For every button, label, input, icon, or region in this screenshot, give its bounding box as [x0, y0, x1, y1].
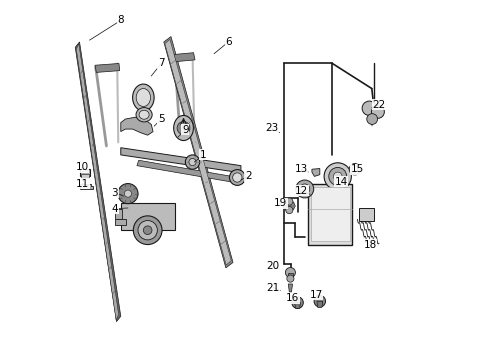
- Text: 18: 18: [363, 239, 376, 249]
- Text: 3: 3: [111, 188, 118, 198]
- Text: 7: 7: [158, 58, 164, 68]
- Circle shape: [348, 163, 360, 175]
- Circle shape: [124, 190, 131, 197]
- Circle shape: [286, 275, 293, 282]
- Polygon shape: [75, 42, 121, 321]
- Text: 4: 4: [111, 204, 118, 214]
- Text: 9: 9: [182, 125, 188, 135]
- Circle shape: [229, 170, 244, 185]
- Text: 17: 17: [309, 290, 322, 300]
- Polygon shape: [287, 273, 292, 279]
- Text: 23: 23: [264, 123, 278, 133]
- Text: 19: 19: [273, 198, 286, 208]
- Polygon shape: [115, 220, 126, 225]
- Text: 13: 13: [294, 164, 307, 174]
- Ellipse shape: [139, 110, 149, 119]
- Circle shape: [371, 105, 384, 118]
- Circle shape: [362, 101, 376, 116]
- Circle shape: [285, 198, 292, 205]
- Polygon shape: [137, 160, 242, 184]
- Polygon shape: [311, 168, 319, 176]
- Text: 6: 6: [224, 37, 231, 47]
- Text: 21: 21: [266, 283, 279, 293]
- Text: 20: 20: [266, 261, 279, 271]
- Circle shape: [285, 207, 292, 214]
- Bar: [81, 174, 88, 178]
- Polygon shape: [121, 203, 174, 230]
- Text: 2: 2: [244, 171, 251, 181]
- Polygon shape: [163, 37, 233, 268]
- Text: 16: 16: [285, 293, 299, 303]
- Circle shape: [313, 296, 325, 307]
- Polygon shape: [76, 44, 119, 320]
- Polygon shape: [310, 187, 349, 241]
- Polygon shape: [95, 63, 120, 72]
- Bar: [359, 208, 373, 221]
- Ellipse shape: [173, 116, 193, 140]
- Circle shape: [295, 180, 313, 198]
- Circle shape: [284, 201, 294, 211]
- Ellipse shape: [136, 108, 152, 122]
- Circle shape: [185, 155, 199, 169]
- Circle shape: [188, 158, 196, 166]
- Circle shape: [232, 173, 242, 182]
- Polygon shape: [164, 40, 231, 265]
- Circle shape: [177, 122, 190, 134]
- Text: 14: 14: [334, 177, 347, 187]
- Circle shape: [143, 226, 152, 234]
- Polygon shape: [316, 301, 322, 307]
- Circle shape: [291, 297, 303, 309]
- Circle shape: [133, 216, 162, 244]
- Bar: [80, 168, 90, 176]
- Polygon shape: [308, 184, 351, 244]
- Text: 12: 12: [295, 186, 308, 196]
- Text: 22: 22: [371, 100, 385, 110]
- Polygon shape: [287, 284, 292, 292]
- Text: 1: 1: [200, 150, 206, 160]
- Polygon shape: [121, 148, 241, 173]
- Polygon shape: [80, 184, 93, 189]
- Text: 8: 8: [117, 15, 124, 26]
- Circle shape: [118, 184, 138, 204]
- Ellipse shape: [136, 89, 150, 107]
- Circle shape: [324, 163, 351, 190]
- Circle shape: [351, 166, 357, 172]
- Circle shape: [299, 184, 309, 194]
- Text: 15: 15: [350, 164, 364, 174]
- Polygon shape: [115, 209, 122, 220]
- Text: 5: 5: [158, 114, 164, 124]
- Circle shape: [138, 221, 157, 240]
- Text: 10: 10: [76, 162, 89, 172]
- Circle shape: [328, 167, 346, 185]
- Circle shape: [366, 114, 377, 125]
- Circle shape: [333, 172, 341, 181]
- Ellipse shape: [132, 84, 154, 111]
- Text: 11: 11: [76, 179, 89, 189]
- Circle shape: [285, 267, 295, 278]
- Polygon shape: [121, 117, 153, 135]
- Polygon shape: [294, 303, 300, 309]
- Polygon shape: [174, 53, 195, 62]
